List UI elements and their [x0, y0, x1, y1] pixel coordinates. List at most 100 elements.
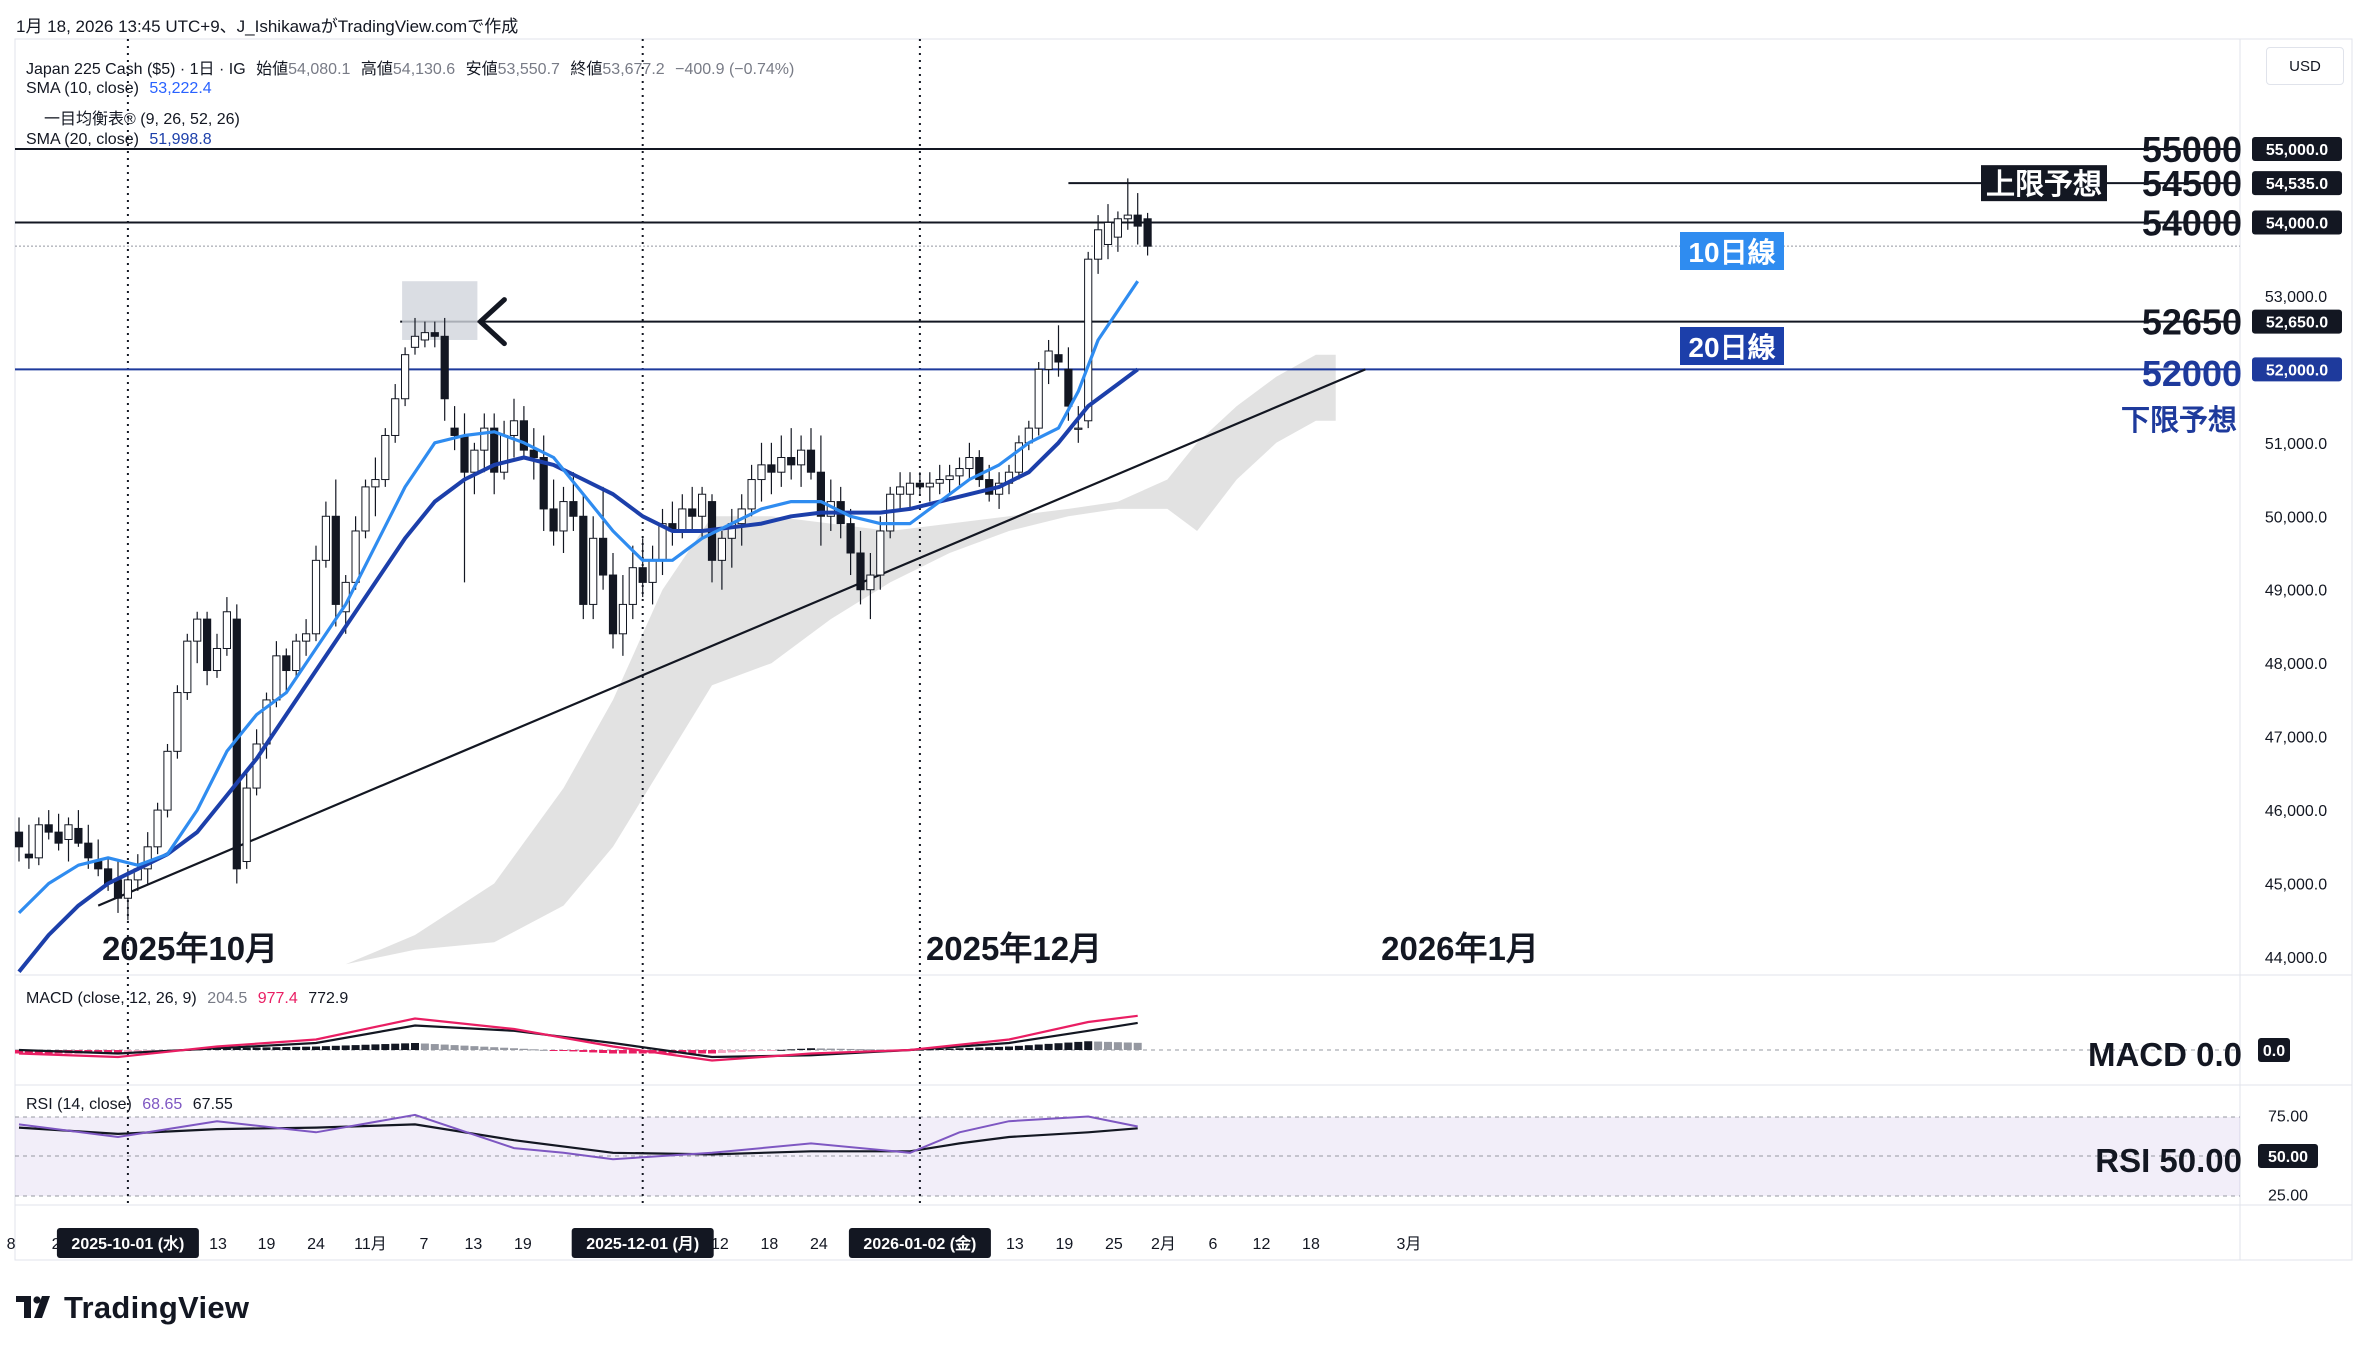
macd-hist-bar-79 — [797, 1048, 806, 1050]
candle-body-14 — [153, 809, 162, 848]
candle-body-93 — [935, 479, 944, 484]
candle-body-106 — [1064, 368, 1073, 407]
price-tick-label: 46,000.0 — [2265, 803, 2327, 820]
time-tick-label-20: 18 — [1302, 1236, 1320, 1253]
candle-body-91 — [915, 482, 924, 488]
upper-forecast-label: 上限予想 — [1986, 168, 2102, 201]
macd-hist-bar-31 — [321, 1046, 330, 1050]
tradingview-logo-text: TradingView — [64, 1290, 250, 1325]
macd-hist-bar-26 — [272, 1047, 281, 1050]
macd-hist-bar-112 — [1123, 1042, 1132, 1050]
rsi-tick-label-1: 25.00 — [2268, 1188, 2308, 1205]
macd-hist-bar-47 — [480, 1046, 489, 1050]
price-badge-bg-2 — [2252, 210, 2342, 235]
level-55000-label: 55000 — [2142, 129, 2242, 170]
candle-body-39 — [401, 354, 410, 400]
candle-body-110 — [1103, 221, 1113, 245]
macd-hist-bar-24 — [252, 1047, 261, 1050]
chart-frame — [14, 38, 2353, 1261]
time-tick-label-15: 19 — [1056, 1236, 1074, 1253]
candle-body-51 — [519, 420, 528, 451]
candle-body-97 — [975, 457, 984, 481]
tradingview-logo[interactable]: TradingView — [16, 1290, 249, 1326]
candle-body-55 — [559, 501, 568, 532]
symbol-legend[interactable]: Japan 225 Cash ($5) · 1日 · IG 始値54,080.1… — [26, 55, 800, 79]
macd-hist-bar-85 — [856, 1049, 865, 1051]
candle-body-95 — [955, 468, 964, 477]
sma10-label: SMA (10, close) — [26, 80, 139, 97]
ohlc-close: 終値53,677.2 — [570, 61, 665, 78]
sma10-legend[interactable]: SMA (10, close) 53,222.4 — [26, 80, 218, 98]
macd-hist-bar-96 — [965, 1047, 974, 1050]
currency-selector[interactable]: USD — [2266, 47, 2344, 85]
price-tick-label: 50,000.0 — [2265, 509, 2327, 526]
candle-body-113 — [1133, 214, 1142, 227]
candle-body-7 — [84, 842, 93, 859]
sma20-tag-text: 20日線 — [1688, 331, 1775, 363]
candle-body-57 — [579, 515, 588, 605]
macd-hist-bar-56 — [569, 1050, 578, 1052]
macd-hist-bar-11 — [123, 1050, 132, 1053]
macd-hist-bar-68 — [688, 1050, 697, 1054]
sma10-tag-bg — [1680, 232, 1784, 270]
time-tick-label-17: 2月 — [1151, 1236, 1176, 1253]
macd-hist-value: 204.5 — [207, 990, 248, 1007]
candle-body-61 — [618, 603, 627, 635]
candle-body-62 — [628, 567, 637, 605]
macd-hist-bar-94 — [945, 1048, 954, 1050]
month-label-0: 2025年10月 — [102, 930, 278, 967]
time-tick-label-13: 24 — [810, 1236, 828, 1253]
candle-body-29 — [302, 633, 311, 642]
macd-hist-bar-109 — [1094, 1041, 1103, 1050]
time-tick-label-14: 13 — [1006, 1236, 1024, 1253]
macd-hist-bar-65 — [658, 1050, 667, 1054]
level-54000-label: 54000 — [2142, 202, 2242, 243]
time-tick-label-8: 13 — [465, 1236, 483, 1253]
candle-body-6 — [74, 827, 83, 844]
macd-hist-bar-101 — [1014, 1045, 1023, 1050]
macd-hist-bar-27 — [282, 1047, 291, 1050]
macd-line — [18, 1014, 1138, 1062]
candle-body-112 — [1123, 214, 1132, 220]
candle-body-84 — [846, 523, 855, 554]
level-52000-label: 52000 — [2142, 353, 2242, 394]
macd-hist-bar-49 — [500, 1047, 509, 1050]
time-tick-label-9: 19 — [514, 1236, 532, 1253]
candle-body-4 — [54, 831, 63, 844]
macd-hist-bar-100 — [1005, 1046, 1013, 1050]
price-badge-bg-4 — [2252, 357, 2342, 382]
price-tick-label: 47,000.0 — [2265, 730, 2327, 747]
rsi-legend[interactable]: RSI (14, close) 68.65 67.55 — [26, 1096, 239, 1114]
candle-body-13 — [143, 846, 152, 870]
macd-hist-bar-77 — [777, 1049, 786, 1051]
macd-hist-bar-93 — [935, 1048, 944, 1050]
macd-hist-bar-110 — [1104, 1041, 1112, 1050]
macd-hist-bar-99 — [995, 1046, 1004, 1050]
tradingview-logo-icon — [16, 1296, 50, 1318]
macd-hist-bar-34 — [351, 1045, 360, 1050]
sma20-legend[interactable]: SMA (20, close) 51,998.8 — [26, 131, 218, 149]
time-tick-label-12: 18 — [761, 1236, 779, 1253]
macd-hist-bar-97 — [975, 1047, 984, 1050]
macd-hist-bar-62 — [628, 1050, 637, 1054]
candle-body-50 — [509, 420, 519, 436]
candle-body-59 — [599, 537, 608, 576]
macd-zero-badge-bg — [2258, 1038, 2290, 1062]
candle-body-63 — [638, 567, 647, 583]
macd-hist-bar-106 — [1064, 1042, 1073, 1050]
macd-zero-label: MACD 0.0 — [2088, 1036, 2242, 1073]
macd-legend[interactable]: MACD (close, 12, 26, 9) 204.5 977.4 772.… — [26, 990, 354, 1008]
macd-hist-bar-69 — [698, 1050, 707, 1054]
ichimoku-legend[interactable]: 一目均衡表® (9, 26, 52, 26) — [44, 105, 246, 129]
ohlc-change: −400.9 (−0.74%) — [675, 61, 795, 78]
candle-body-32 — [331, 515, 340, 605]
macd-hist-bar-113 — [1133, 1042, 1142, 1050]
candle-body-34 — [351, 530, 360, 583]
arrow-left-icon — [477, 297, 507, 347]
candle-body-109 — [1094, 229, 1103, 260]
macd-hist-bar-51 — [519, 1048, 528, 1050]
price-tick-label: 44,000.0 — [2265, 950, 2327, 967]
macd-hist-bar-0 — [15, 1050, 23, 1054]
candle-body-41 — [420, 332, 429, 341]
